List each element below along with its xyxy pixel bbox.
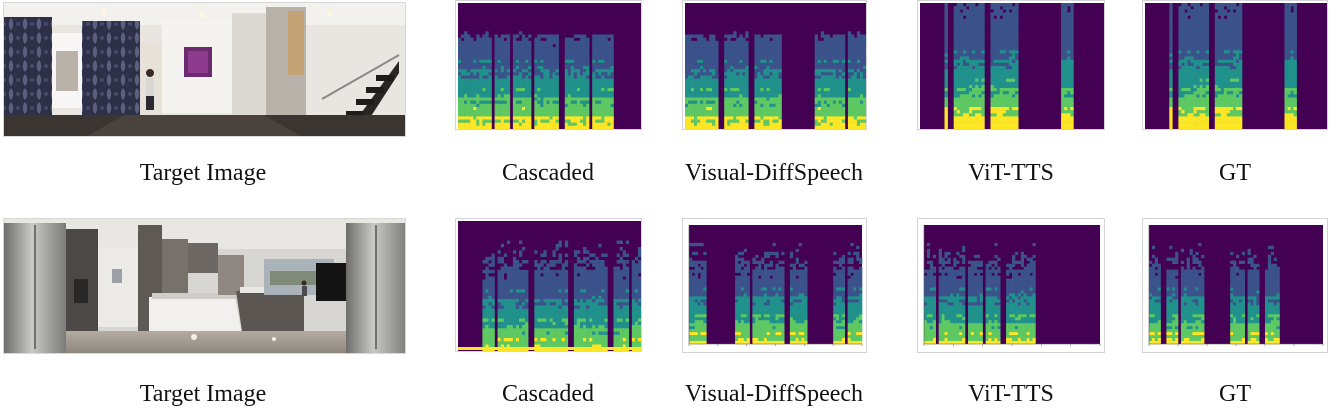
spectrogram-cascaded bbox=[455, 218, 642, 352]
caption-vit-tts: ViT-TTS bbox=[968, 381, 1054, 407]
caption-visual-diffspeech: Visual-DiffSpeech bbox=[684, 160, 864, 186]
caption-gt: GT bbox=[1219, 381, 1251, 407]
caption-cascaded: Cascaded bbox=[502, 160, 594, 186]
caption-visual-diffspeech: Visual-DiffSpeech bbox=[684, 381, 864, 407]
spectrogram-visual-diffspeech bbox=[682, 0, 867, 130]
spectrogram-gt bbox=[1142, 218, 1328, 353]
spectrogram-vit-tts bbox=[917, 0, 1105, 130]
target-image-kitchen bbox=[3, 218, 406, 354]
spectrogram-cascaded bbox=[455, 0, 642, 130]
spectrogram-visual-diffspeech bbox=[682, 218, 867, 353]
target-image-hallway bbox=[3, 2, 406, 137]
caption-cascaded: Cascaded bbox=[502, 381, 594, 407]
spectrogram-gt bbox=[1142, 0, 1328, 130]
caption-gt: GT bbox=[1219, 160, 1251, 186]
caption-vit-tts: ViT-TTS bbox=[968, 160, 1054, 186]
spectrogram-vit-tts bbox=[917, 218, 1105, 353]
caption-target-image: Target Image bbox=[139, 381, 267, 407]
caption-target-image: Target Image bbox=[139, 160, 267, 186]
